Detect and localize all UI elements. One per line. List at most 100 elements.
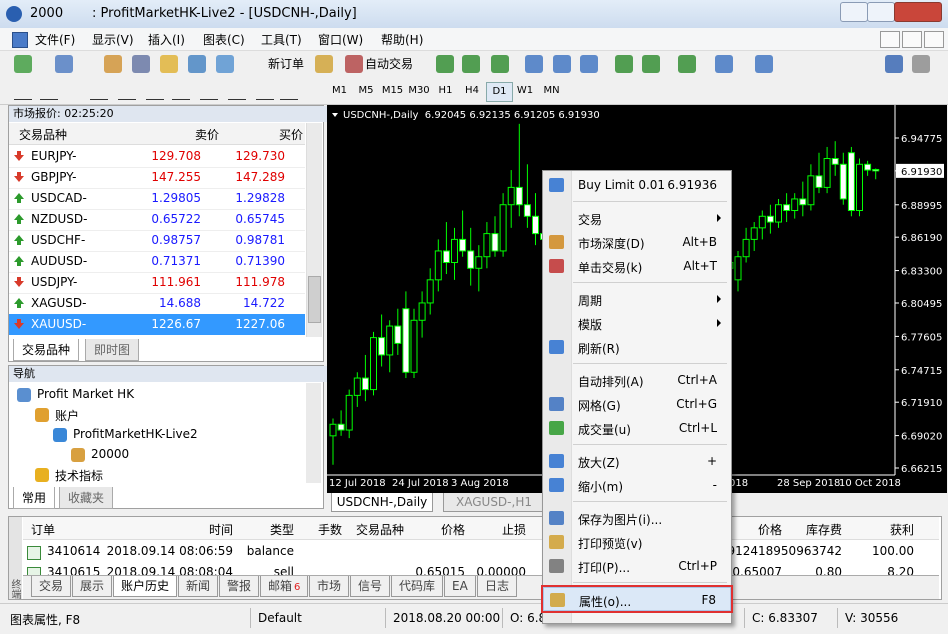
menu-item[interactable]: 图表(C) xyxy=(203,33,245,47)
toolbar-button[interactable] xyxy=(104,55,122,73)
context-menu-item[interactable]: 打印预览(v) xyxy=(543,530,731,554)
context-menu-item[interactable]: 保存为图片(i)... xyxy=(543,506,731,530)
terminal-tab[interactable]: 市场 xyxy=(309,576,350,597)
menu-item[interactable]: 文件(F) xyxy=(35,33,76,47)
drawing-tool-button[interactable] xyxy=(90,83,108,100)
terminal-tab[interactable]: 代码库 xyxy=(391,576,444,597)
terminal-tab[interactable]: 交易 xyxy=(31,576,72,597)
period-button[interactable]: M30 xyxy=(408,85,430,96)
toolbar-button[interactable] xyxy=(55,55,73,73)
drawing-tool-button[interactable] xyxy=(200,83,218,100)
context-menu-item[interactable]: Buy Limit 0.01 6.91936 xyxy=(543,173,731,197)
close-button[interactable] xyxy=(894,2,942,22)
minimize-button[interactable] xyxy=(840,2,868,22)
chart-tab[interactable]: USDCNH-,Daily xyxy=(331,493,433,512)
context-menu-item[interactable]: 属性(o)... F8 xyxy=(541,585,733,613)
quote-row[interactable]: XAGUSD- 14.688 14.722 xyxy=(9,293,305,315)
toolbar-button[interactable] xyxy=(491,55,509,73)
panel-tab[interactable]: 交易品种 xyxy=(13,339,80,361)
drawing-tool-button[interactable] xyxy=(40,83,58,100)
quote-row[interactable]: XAUUSD- 1226.67 1227.06 xyxy=(9,314,305,335)
quote-row[interactable]: NZDUSD- 0.65722 0.65745 xyxy=(9,209,305,231)
maximize-button[interactable] xyxy=(867,2,895,22)
toolbar-button[interactable] xyxy=(885,55,903,73)
toolbar-button[interactable] xyxy=(678,55,696,73)
context-menu-item[interactable]: 打印(P)... Ctrl+P xyxy=(543,554,731,578)
toolbar-button[interactable] xyxy=(315,55,333,73)
menu-item[interactable]: 窗口(W) xyxy=(318,33,364,47)
toolbar-button[interactable] xyxy=(755,55,773,73)
toolbar-button[interactable] xyxy=(615,55,633,73)
panel-tab[interactable]: 即时图 xyxy=(85,339,140,361)
context-menu-item[interactable]: 刷新(R) xyxy=(543,335,731,359)
terminal-tab[interactable]: EA xyxy=(444,576,476,597)
terminal-tab[interactable]: 信号 xyxy=(350,576,391,597)
child-window-button[interactable] xyxy=(902,31,922,48)
context-menu-item[interactable]: 单击交易(k) Alt+T xyxy=(543,254,731,278)
drawing-tool-button[interactable] xyxy=(280,83,298,100)
terminal-tab[interactable]: 账户历史 xyxy=(113,576,178,597)
toolbar-button[interactable] xyxy=(642,55,660,73)
menu-item[interactable]: 工具(T) xyxy=(261,33,302,47)
quote-row[interactable]: USDCAD- 1.29805 1.29828 xyxy=(9,188,305,210)
panel-tab[interactable]: 常用 xyxy=(13,487,56,509)
menu-item[interactable]: 帮助(H) xyxy=(381,33,424,47)
period-button[interactable]: M15 xyxy=(381,85,404,96)
toolbar-button[interactable] xyxy=(912,55,930,73)
toolbar-button[interactable] xyxy=(216,55,234,73)
quote-row[interactable]: USDCHF- 0.98757 0.98781 xyxy=(9,230,305,252)
toolbar-button[interactable] xyxy=(525,55,543,73)
context-menu-item[interactable]: 放大(Z) + xyxy=(543,449,731,473)
period-button[interactable]: H1 xyxy=(438,85,453,96)
terminal-tab[interactable]: 警报 xyxy=(219,576,260,597)
context-menu-item[interactable]: 市场深度(D) Alt+B xyxy=(543,230,731,254)
quote-row[interactable]: GBPJPY- 147.255 147.289 xyxy=(9,167,305,189)
toolbar-button[interactable] xyxy=(715,55,733,73)
terminal-tab[interactable]: 日志 xyxy=(477,576,518,597)
period-button[interactable]: W1 xyxy=(516,85,534,96)
context-menu-item[interactable]: 周期 xyxy=(543,287,731,311)
toolbar-button[interactable] xyxy=(14,55,32,73)
child-window-button[interactable] xyxy=(880,31,900,48)
tree-item[interactable]: 技术指标 xyxy=(55,469,104,483)
tree-item[interactable]: Profit Market HK xyxy=(37,387,135,401)
period-button[interactable]: M1 xyxy=(332,85,347,96)
period-button[interactable]: MN xyxy=(543,85,560,96)
menu-item[interactable]: 显示(V) xyxy=(92,33,134,47)
context-menu-item[interactable]: 模版 xyxy=(543,311,731,335)
terminal-tab[interactable]: 展示 xyxy=(72,576,113,597)
drawing-tool-button[interactable] xyxy=(172,83,190,100)
toolbar-button[interactable] xyxy=(345,55,363,73)
panel-tab[interactable]: 收藏夹 xyxy=(59,487,114,509)
period-button[interactable]: D1 xyxy=(486,82,513,102)
context-menu-item[interactable]: 交易 xyxy=(543,206,731,230)
terminal-tab[interactable]: 邮箱 6 xyxy=(260,576,309,597)
quote-row[interactable]: USDJPY- 111.961 111.978 xyxy=(9,272,305,294)
toolbar-button[interactable] xyxy=(160,55,178,73)
toolbar-button[interactable] xyxy=(553,55,571,73)
drawing-tool-button[interactable] xyxy=(256,83,274,100)
toolbar-button[interactable]: 自动交易 xyxy=(345,54,413,74)
quote-row[interactable]: AUDUSD- 0.71371 0.71390 xyxy=(9,251,305,273)
period-button[interactable]: H4 xyxy=(465,85,479,96)
drawing-tool-button[interactable] xyxy=(118,83,136,100)
period-button[interactable]: M5 xyxy=(358,85,374,96)
menu-item[interactable]: 插入(I) xyxy=(148,33,185,47)
toolbar-button[interactable] xyxy=(580,55,598,73)
drawing-tool-button[interactable] xyxy=(228,83,246,100)
tree-item[interactable]: 账户 xyxy=(55,409,80,423)
quote-row[interactable]: EURJPY- 129.708 129.730 xyxy=(9,146,305,168)
child-window-button[interactable] xyxy=(924,31,944,48)
toolbar-button[interactable] xyxy=(188,55,206,73)
drawing-tool-button[interactable] xyxy=(14,83,32,100)
toolbar-button[interactable] xyxy=(436,55,454,73)
toolbar-button[interactable] xyxy=(132,55,150,73)
toolbar-button[interactable]: 新订单 xyxy=(248,54,304,74)
context-menu-item[interactable]: 自动排列(A) Ctrl+A xyxy=(543,368,731,392)
terminal-tab[interactable]: 新闻 xyxy=(178,576,219,597)
tree-item[interactable]: 20000 xyxy=(91,447,130,461)
context-menu-item[interactable]: 成交量(u) Ctrl+L xyxy=(543,416,731,440)
context-menu-item[interactable]: 网格(G) Ctrl+G xyxy=(543,392,731,416)
context-menu-item[interactable]: 缩小(m) - xyxy=(543,473,731,497)
drawing-tool-button[interactable] xyxy=(146,83,164,100)
